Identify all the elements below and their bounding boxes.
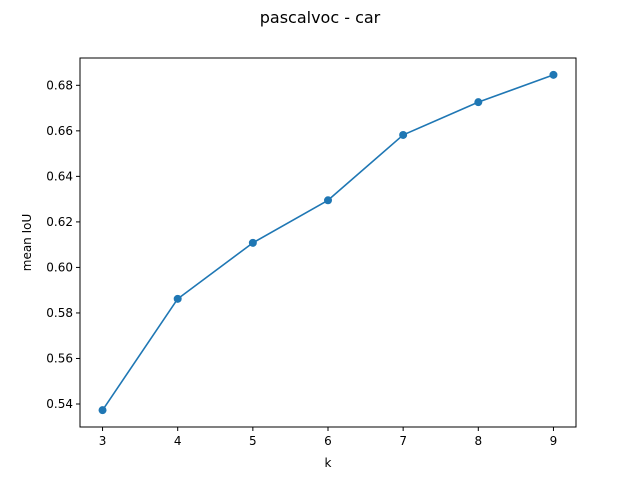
chart-title: pascalvoc - car (260, 8, 381, 27)
y-tick-label: 0.68 (46, 78, 73, 92)
plot-area (98, 70, 558, 415)
x-tick-label: 7 (399, 434, 407, 448)
x-tick-label: 4 (174, 434, 182, 448)
data-point-k9 (549, 70, 558, 79)
x-axis-label: k (325, 456, 332, 470)
x-tick-label: 8 (474, 434, 482, 448)
y-axis: 0.54 0.56 0.58 0.60 0.62 0.64 0.66 0.68 (46, 78, 80, 411)
y-tick-label: 0.56 (46, 351, 73, 365)
x-axis: 3 4 5 6 7 8 9 (99, 427, 558, 448)
y-tick-label: 0.58 (46, 306, 73, 320)
x-tick-label: 3 (99, 434, 107, 448)
series-line (101, 74, 554, 411)
axes-frame (79, 57, 577, 428)
y-tick-label: 0.62 (46, 215, 73, 229)
data-point-k5 (248, 238, 257, 247)
y-tick-label: 0.54 (46, 397, 73, 411)
x-tick-label: 9 (550, 434, 558, 448)
data-point-k7 (399, 130, 408, 139)
y-axis-label: mean IoU (20, 214, 34, 272)
data-point-k6 (324, 196, 332, 205)
data-point-k3 (98, 406, 107, 415)
data-point-k8 (474, 98, 483, 107)
x-tick-label: 5 (249, 434, 257, 448)
x-tick-label: 6 (324, 434, 332, 448)
y-tick-label: 0.66 (46, 124, 73, 138)
y-tick-label: 0.64 (46, 169, 73, 183)
data-point-k4 (173, 294, 182, 303)
y-tick-label: 0.60 (46, 260, 73, 274)
